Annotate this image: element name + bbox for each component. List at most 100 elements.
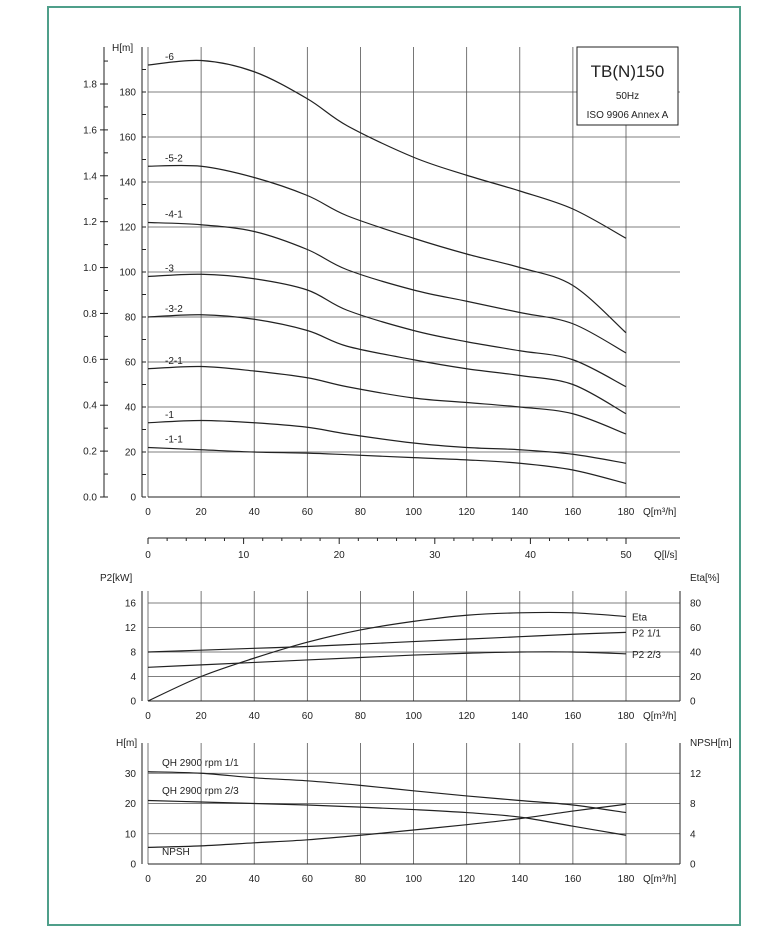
x-tick-label: 20 bbox=[196, 711, 208, 722]
y2-tick-label: 1.6 bbox=[83, 125, 97, 136]
x-tick-label: 100 bbox=[405, 711, 422, 722]
curve-label: -3-2 bbox=[165, 304, 183, 315]
head-curve bbox=[147, 365, 627, 435]
y-tick-label: 20 bbox=[125, 448, 137, 459]
y2-tick-label: 0.8 bbox=[83, 309, 97, 320]
x-tick-label: 20 bbox=[196, 874, 208, 885]
y-tick-label: 4 bbox=[130, 672, 136, 683]
y2-tick-label: 4 bbox=[690, 829, 696, 840]
title-box-standard: ISO 9906 Annex A bbox=[587, 110, 669, 121]
y-tick-label: 30 bbox=[125, 769, 137, 780]
y-tick-label: 40 bbox=[125, 403, 137, 414]
y-tick-label: 0 bbox=[130, 493, 136, 504]
secondary-x-tick-label: 10 bbox=[238, 550, 250, 561]
y2-tick-label: 20 bbox=[690, 672, 702, 683]
x-axis-label: Q[m³/h] bbox=[643, 507, 677, 518]
x-tick-label: 80 bbox=[355, 711, 367, 722]
x-tick-label: 80 bbox=[355, 874, 367, 885]
y-tick-label: 60 bbox=[125, 358, 137, 369]
y2-tick-label: 60 bbox=[690, 623, 702, 634]
y-tick-label: 12 bbox=[125, 623, 137, 634]
curve-label: -2-1 bbox=[165, 356, 183, 367]
y2-tick-label: 40 bbox=[690, 648, 702, 659]
title-box-model: TB(N)150 bbox=[591, 62, 665, 81]
y-tick-label: 140 bbox=[119, 178, 136, 189]
npsh-panel-curve bbox=[147, 799, 627, 836]
y-tick-label: 0 bbox=[130, 860, 136, 871]
y2-tick-label: 0.0 bbox=[83, 493, 97, 504]
x-tick-label: 180 bbox=[618, 874, 635, 885]
curve-label: P2 2/3 bbox=[632, 650, 661, 661]
x-tick-label: 100 bbox=[405, 507, 422, 518]
y2-tick-label: 12 bbox=[690, 769, 702, 780]
y-tick-label: 20 bbox=[125, 799, 137, 810]
head-curve bbox=[147, 314, 627, 415]
y2-tick-label: 1.2 bbox=[83, 217, 97, 228]
y-tick-label: 10 bbox=[125, 829, 137, 840]
curve-label: -6 bbox=[165, 52, 174, 63]
x-tick-label: 40 bbox=[249, 874, 261, 885]
y2-tick-label: 0.4 bbox=[83, 401, 97, 412]
y-tick-label: 80 bbox=[125, 313, 137, 324]
y-tick-label: 160 bbox=[119, 133, 136, 144]
x-tick-label: 180 bbox=[618, 711, 635, 722]
y-tick-label: 16 bbox=[125, 599, 137, 610]
secondary-x-label: Q[l/s] bbox=[654, 550, 678, 561]
x-tick-label: 60 bbox=[302, 507, 314, 518]
x-tick-label: 20 bbox=[196, 507, 208, 518]
curve-label: -1 bbox=[165, 410, 174, 421]
power-curve bbox=[147, 631, 627, 653]
x-tick-label: 120 bbox=[458, 507, 475, 518]
y2-tick-label: 0.6 bbox=[83, 355, 97, 366]
power-curve bbox=[147, 651, 627, 668]
curve-label: Eta bbox=[632, 612, 647, 623]
y-tick-label: 8 bbox=[130, 648, 136, 659]
head-curve bbox=[147, 164, 627, 334]
x-tick-label: 40 bbox=[249, 711, 261, 722]
y2-axis-label: Eta[%] bbox=[690, 573, 720, 584]
y-axis-label: P2[kW] bbox=[100, 573, 132, 584]
x-tick-label: 60 bbox=[302, 711, 314, 722]
npsh-panel-curve bbox=[147, 803, 627, 848]
curve-label: -4-1 bbox=[165, 210, 183, 221]
x-tick-label: 60 bbox=[302, 874, 314, 885]
head-curve bbox=[147, 221, 627, 354]
x-tick-label: 140 bbox=[511, 711, 528, 722]
curve-label: P2 1/1 bbox=[632, 628, 661, 639]
x-tick-label: 160 bbox=[565, 711, 582, 722]
y-tick-label: 180 bbox=[119, 88, 136, 99]
x-tick-label: 40 bbox=[249, 507, 261, 518]
x-tick-label: 180 bbox=[618, 507, 635, 518]
y2-tick-label: 0.2 bbox=[83, 447, 97, 458]
secondary-x-tick-label: 0 bbox=[145, 550, 151, 561]
curve-label: -5-2 bbox=[165, 153, 183, 164]
curve-label: NPSH bbox=[162, 847, 190, 858]
secondary-x-tick-label: 50 bbox=[620, 550, 632, 561]
x-axis-label: Q[m³/h] bbox=[643, 874, 677, 885]
y-tick-label: 120 bbox=[119, 223, 136, 234]
y2-tick-label: 8 bbox=[690, 799, 696, 810]
y2-tick-label: 1.8 bbox=[83, 80, 97, 91]
title-box bbox=[576, 46, 679, 126]
curve-label: -1-1 bbox=[165, 435, 183, 446]
y-axis-label: H[m] bbox=[112, 43, 133, 54]
x-tick-label: 120 bbox=[458, 711, 475, 722]
power-curve bbox=[147, 611, 627, 702]
chart-frame bbox=[47, 6, 741, 926]
secondary-x-tick-label: 30 bbox=[429, 550, 441, 561]
x-tick-label: 100 bbox=[405, 874, 422, 885]
x-tick-label: 160 bbox=[565, 874, 582, 885]
secondary-x-tick-label: 40 bbox=[525, 550, 537, 561]
y-tick-label: 100 bbox=[119, 268, 136, 279]
curve-label: QH 2900 rpm 2/3 bbox=[162, 786, 239, 797]
x-tick-label: 120 bbox=[458, 874, 475, 885]
head-curve bbox=[147, 59, 627, 239]
x-tick-label: 140 bbox=[511, 874, 528, 885]
y2-axis-label: NPSH[m] bbox=[690, 738, 732, 749]
x-axis-label: Q[m³/h] bbox=[643, 711, 677, 722]
head-curve bbox=[147, 419, 627, 464]
title-box-frequency: 50Hz bbox=[616, 91, 639, 102]
x-tick-label: 80 bbox=[355, 507, 367, 518]
x-tick-label: 0 bbox=[145, 507, 151, 518]
